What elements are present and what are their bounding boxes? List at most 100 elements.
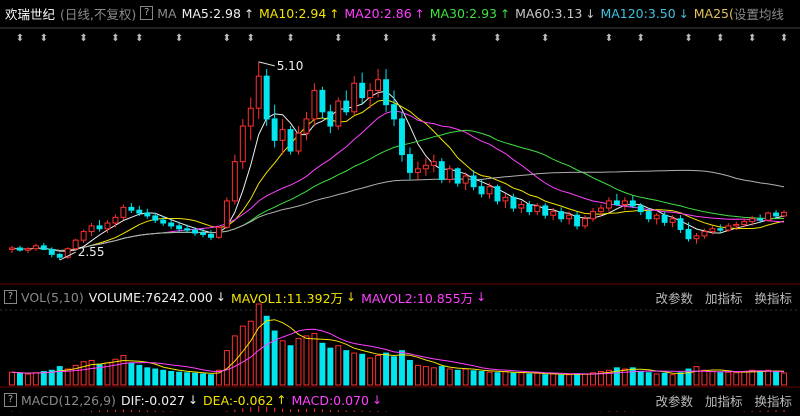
macd-value: MACD:0.070 [291,392,369,408]
ma-value: MA25( [693,5,734,21]
arrow-down-icon: ↓ [371,393,383,407]
event-marker-icon: ⬍ [111,33,119,44]
volume-value: VOLUME:76242.000 [88,289,213,305]
volume-bar [462,368,469,386]
volume-bar [9,371,15,386]
candle-body [255,75,262,109]
volume-bar [749,369,756,386]
candle-body [287,129,294,152]
volume-bar [597,371,604,386]
candle-body [741,221,748,225]
volume-bar [152,368,159,386]
price-annotations: 5.10 2.55 [59,59,303,261]
add-indicator-button[interactable]: 加指标 [704,290,743,306]
candle-body [144,212,151,217]
arrow-up-icon: ↑ [276,393,287,407]
change-params-button[interactable]: 改参数 [655,393,693,409]
candle-body [613,200,620,205]
volume-bar [550,373,557,386]
volume-bar [391,356,397,386]
volume-bar [176,371,183,386]
candle-body [677,218,684,230]
candle-body [367,89,374,99]
volume-bar [717,372,724,386]
ma-label[interactable]: MA [157,5,177,21]
volume-bar [56,366,63,386]
volume-bar [574,373,581,386]
candle-body [446,168,453,181]
candle-body [478,186,485,195]
candle-body [526,203,533,213]
candle-body [120,206,127,218]
volume-bar [279,340,286,386]
candle-body [200,232,206,235]
event-marker-icon: ⬍ [430,33,438,44]
candle-body [550,211,557,216]
candle-body [574,214,581,227]
candle-body [72,239,79,250]
volume-bar [40,371,47,386]
help-icon[interactable]: ? [140,6,154,20]
arrow-down-icon: ↓ [585,6,596,21]
help-icon[interactable]: ? [4,393,17,407]
volume-bar [359,353,366,386]
event-marker-icon: ⬍ [79,33,87,44]
volume-bar [414,364,421,386]
ma-value: MA60:3.13 [515,5,583,21]
candle-body [32,245,39,250]
candle-body [192,229,199,234]
volume-bar [669,374,676,386]
switch-indicator-button[interactable]: 换指标 [754,393,792,409]
arrow-up-icon: ↑ [414,6,425,21]
arrow-up-icon: ↑ [329,6,340,21]
volume-bar [454,369,461,386]
candle-body [454,168,461,184]
candle-body [661,214,668,223]
switch-indicator-button[interactable]: 换指标 [754,290,792,306]
volume-bar [526,373,533,386]
volume-bar [64,368,71,386]
candle-body [279,129,286,141]
mavol1-value: MAVOL1:11.392万 [230,290,344,306]
candle-body [80,231,87,241]
candle-body [176,225,183,230]
settings-ma-button[interactable]: 设置均线 [733,6,784,22]
candle-body [64,248,71,258]
volume-bar [335,345,342,386]
candle-body [88,225,95,233]
arrow-down-icon: ↓ [346,290,357,304]
candle-body [773,212,780,217]
candle-body [327,111,334,127]
event-marker-icon: ⬍ [247,33,255,44]
macd-title[interactable]: MACD(12,26,9) [21,392,116,408]
candle-body [765,212,772,221]
candle-body [351,82,358,113]
candle-body [104,222,111,230]
volume-bar [422,366,429,386]
volume-bar [518,372,525,386]
event-marker-icon: ⬍ [135,33,143,44]
volume-bar [741,371,748,386]
volume-bar [351,352,358,386]
change-params-button[interactable]: 改参数 [655,290,693,306]
candle-body [534,205,541,213]
vol-title[interactable]: VOL(5,10) [21,289,84,305]
dea-value: DEA:-0.062 [203,392,274,408]
candle-body [414,168,421,173]
volume-bar [558,374,565,386]
volume-bar [406,359,413,386]
candle-body [470,175,477,188]
candle-body [184,228,191,231]
candle-body [645,211,652,220]
macd-bars [11,406,785,412]
volume-bar [24,373,31,386]
candle-body [637,205,644,213]
ma-value: MA10:2.94 [259,5,327,21]
volume-bar [168,371,175,386]
volume-bar [773,371,780,386]
add-indicator-button[interactable]: 加指标 [704,393,743,409]
help-icon[interactable]: ? [4,290,17,304]
volume-buttons: 改参数 加指标 换指标 [655,288,792,307]
candle-body [383,79,390,106]
volume-bar [239,325,246,386]
